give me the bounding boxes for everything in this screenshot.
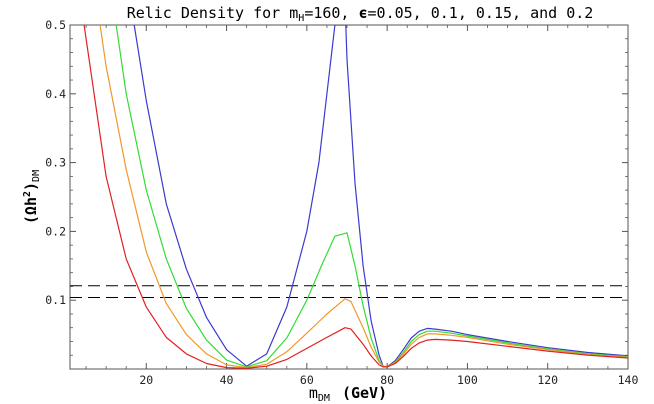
series-line-red (83, 25, 628, 369)
series-line-blue (133, 25, 628, 368)
y-tick-label: 0.1 (45, 293, 66, 307)
x-tick-label: 40 (220, 373, 234, 387)
x-tick-label: 100 (457, 373, 478, 387)
plot-frame (69, 24, 629, 370)
y-axis-label-sup: 2 (22, 191, 33, 197)
chart-title-sub: H (298, 13, 304, 24)
chart-title-suffix: =0.05, 0.1, 0.15, and 0.2 (368, 4, 594, 22)
chart-title: Relic Density for mH=160, ϵ=0.05, 0.1, 0… (127, 4, 594, 24)
x-axis-label-unit: (GeV) (342, 384, 387, 402)
series-line-orange (99, 25, 628, 369)
x-axis-ticks: 20 40 60 80 100 120 140 (85, 25, 639, 387)
y-axis-ticks: 0.1 0.2 0.3 0.4 0.5 (45, 18, 628, 356)
x-tick-label: 140 (618, 373, 639, 387)
chart-title-epsilon: ϵ (359, 4, 368, 22)
y-tick-label: 0.3 (45, 156, 66, 170)
chart-title-mid: =160, (304, 4, 358, 22)
series-line-green (115, 25, 628, 368)
reference-lines (70, 285, 628, 298)
x-tick-label: 20 (139, 373, 153, 387)
x-tick-label: 120 (537, 373, 558, 387)
series-lines (83, 25, 628, 369)
y-tick-label: 0.5 (45, 18, 66, 32)
chart-title-prefix: Relic Density for m (127, 4, 299, 22)
x-tick-label: 60 (300, 373, 314, 387)
y-axis-label-close: ) (22, 182, 40, 191)
y-axis-label: (Ωh2)DM (22, 170, 42, 224)
x-axis-label: mDM (GeV) (309, 384, 387, 404)
y-tick-label: 0.2 (45, 224, 66, 238)
x-axis-label-main: m (309, 384, 318, 402)
y-tick-label: 0.4 (45, 87, 66, 101)
x-axis-label-sub: DM (318, 393, 330, 404)
x-tick-label: 80 (380, 373, 394, 387)
y-axis-label-open: (Ωh (22, 197, 40, 224)
y-axis-label-sub: DM (31, 170, 42, 182)
